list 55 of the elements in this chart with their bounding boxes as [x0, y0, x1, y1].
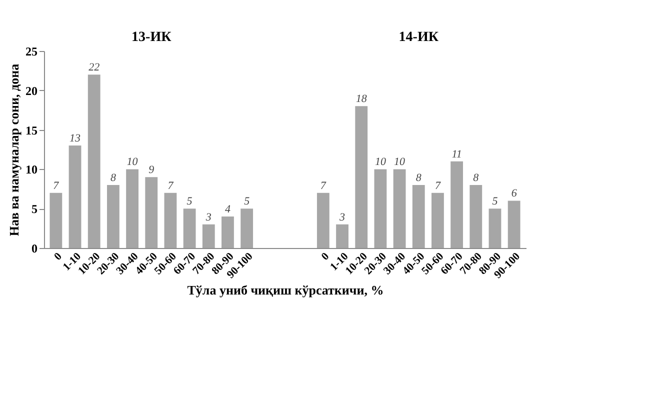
data-label: 11 [452, 148, 462, 160]
bar [240, 208, 254, 248]
bar [316, 192, 330, 248]
y-axis-title: Нав ва намуналар сони, дона [6, 63, 22, 236]
data-label: 8 [416, 172, 422, 184]
data-label: 3 [338, 211, 346, 224]
data-label: 10 [394, 156, 406, 168]
text: 13-ИК [132, 30, 172, 45]
y-tick-label: 5 [32, 202, 38, 216]
y-tick-label: 20 [26, 84, 38, 98]
x-axis-title: Тўла униб чиқиш кўрсаткичи, % [187, 282, 384, 298]
data-label: 4 [224, 203, 231, 216]
bar [68, 146, 82, 248]
bar [374, 169, 387, 248]
data-label: 7 [434, 180, 441, 192]
data-label: 13 [70, 132, 82, 145]
bar [88, 74, 100, 248]
data-label: 8 [473, 172, 480, 184]
data-label: 5 [244, 196, 250, 208]
data-label: 22 [88, 62, 100, 74]
y-tick-label: 25 [26, 44, 38, 58]
bar [183, 208, 196, 248]
data-label: 18 [356, 93, 368, 106]
bar [222, 216, 234, 248]
bar [164, 192, 177, 248]
bar [488, 208, 502, 248]
bar [355, 106, 368, 248]
bar [393, 169, 406, 248]
bar [126, 169, 138, 248]
data-label: 5 [492, 196, 498, 208]
data-label: 8 [110, 172, 116, 184]
data-label: 5 [186, 196, 193, 208]
y-tick-label: 15 [26, 123, 38, 138]
data-label: 10 [126, 156, 138, 168]
bar [336, 224, 348, 248]
bar [450, 161, 464, 248]
bar [106, 184, 120, 248]
data-label: 7 [168, 180, 174, 192]
bar [432, 192, 444, 248]
bar [508, 200, 520, 248]
bar [470, 184, 482, 248]
x-tick-label: 0 [319, 250, 332, 263]
bar [412, 184, 425, 248]
data-label: 6 [511, 188, 518, 200]
data-label: 7 [320, 180, 326, 192]
x-tick-label: 0 [52, 250, 65, 263]
bar [145, 177, 158, 248]
bar [50, 192, 62, 248]
y-tick-label: 10 [26, 162, 38, 177]
data-label: 7 [53, 180, 60, 192]
text: 14-ИК [398, 30, 440, 45]
data-label: 3 [204, 211, 212, 224]
data-label: 9 [148, 164, 155, 176]
data-label: 10 [374, 156, 386, 168]
bar [202, 224, 215, 248]
